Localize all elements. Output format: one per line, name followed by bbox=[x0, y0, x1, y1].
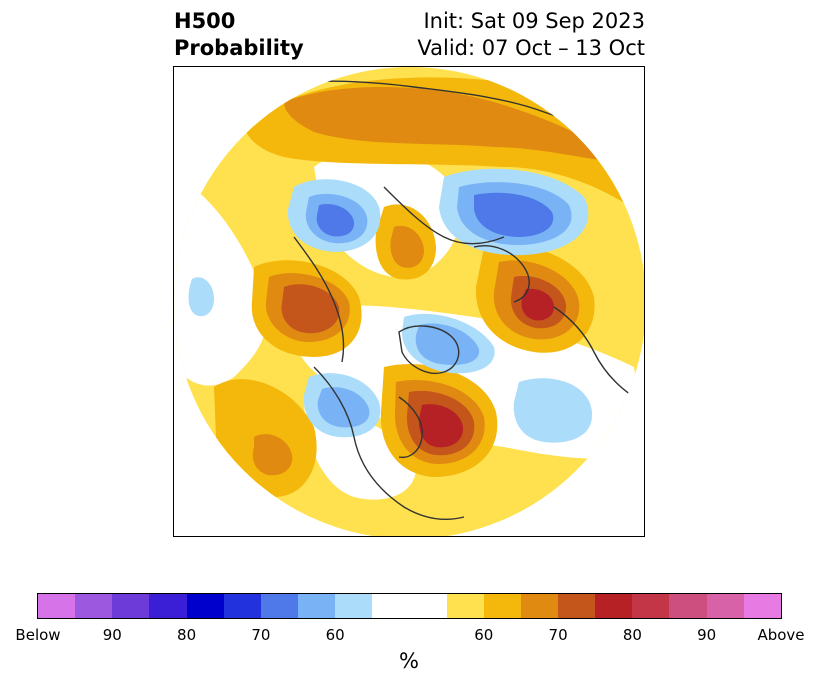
coastlines bbox=[273, 80, 635, 520]
map-canvas bbox=[174, 67, 644, 536]
chart-title: H500 Probability bbox=[174, 8, 304, 62]
colorbar-segment bbox=[223, 594, 261, 618]
colorbar-segment bbox=[557, 594, 596, 618]
colorbar-tick-label: 70 bbox=[251, 626, 271, 644]
colorbar-tick-label: 80 bbox=[177, 626, 197, 644]
colorbar-unit-label: % bbox=[399, 649, 419, 673]
colorbar-tick-label: 60 bbox=[325, 626, 345, 644]
polar-map bbox=[173, 66, 645, 537]
valid-range: Valid: 07 Oct – 13 Oct bbox=[417, 36, 645, 60]
colorbar bbox=[37, 593, 782, 619]
much-above-core-greenland bbox=[418, 404, 464, 448]
colorbar-tick-label: 90 bbox=[102, 626, 122, 644]
probability-field bbox=[174, 67, 644, 536]
much-above-core-pacific bbox=[281, 284, 340, 334]
colorbar-segment bbox=[595, 594, 633, 618]
near-normal-region-west bbox=[174, 177, 267, 386]
colorbar-segment bbox=[149, 594, 187, 618]
colorbar-segment bbox=[75, 594, 113, 618]
date-info: Init: Sat 09 Sep 2023 Valid: 07 Oct – 13… bbox=[417, 8, 645, 62]
above-normal-core-southwest bbox=[252, 434, 293, 476]
below-normal-region-far-west bbox=[188, 277, 214, 317]
below-normal-region-atlantic bbox=[513, 378, 593, 443]
much-above-core-east bbox=[521, 288, 554, 321]
colorbar-segment bbox=[706, 594, 744, 618]
coastline-alaska bbox=[293, 236, 345, 363]
colorbar-segment bbox=[335, 594, 373, 618]
colorbar-segment bbox=[38, 594, 76, 618]
colorbar-tick-label: 60 bbox=[474, 626, 494, 644]
coastline-hudson-bay bbox=[398, 396, 423, 459]
colorbar-tick-label: 70 bbox=[548, 626, 568, 644]
colorbar-segment bbox=[186, 594, 224, 618]
colorbar-tick-label: Below bbox=[15, 626, 61, 644]
above-normal-core-eurasia bbox=[284, 87, 614, 162]
colorbar-segment bbox=[632, 594, 670, 618]
colorbar-segment bbox=[297, 594, 336, 618]
coastline-north-america bbox=[313, 366, 465, 520]
colorbar-segment bbox=[260, 594, 298, 618]
below-normal-core-pole bbox=[415, 323, 480, 365]
coastline-siberia bbox=[383, 186, 505, 245]
coastline-greenland bbox=[398, 325, 460, 374]
colorbar-segment bbox=[483, 594, 521, 618]
init-date: Init: Sat 09 Sep 2023 bbox=[423, 9, 645, 33]
colorbar-segment bbox=[520, 594, 558, 618]
colorbar-segment bbox=[669, 594, 707, 618]
title-line-1: H500 bbox=[174, 9, 236, 33]
colorbar-segment bbox=[372, 594, 447, 618]
title-line-2: Probability bbox=[174, 36, 304, 60]
colorbar-tick-label: 80 bbox=[622, 626, 642, 644]
above-normal-core-center bbox=[390, 225, 424, 268]
much-below-core-west bbox=[316, 203, 355, 237]
colorbar-tick-label: 90 bbox=[697, 626, 717, 644]
colorbar-tick-label: Above bbox=[757, 626, 805, 644]
colorbar-segment bbox=[743, 594, 781, 618]
colorbar-segment bbox=[446, 594, 484, 618]
coastline-scandinavia bbox=[473, 245, 530, 303]
coastline-europe bbox=[553, 306, 635, 398]
colorbar-segment bbox=[112, 594, 150, 618]
much-below-core-northeast bbox=[474, 192, 554, 237]
